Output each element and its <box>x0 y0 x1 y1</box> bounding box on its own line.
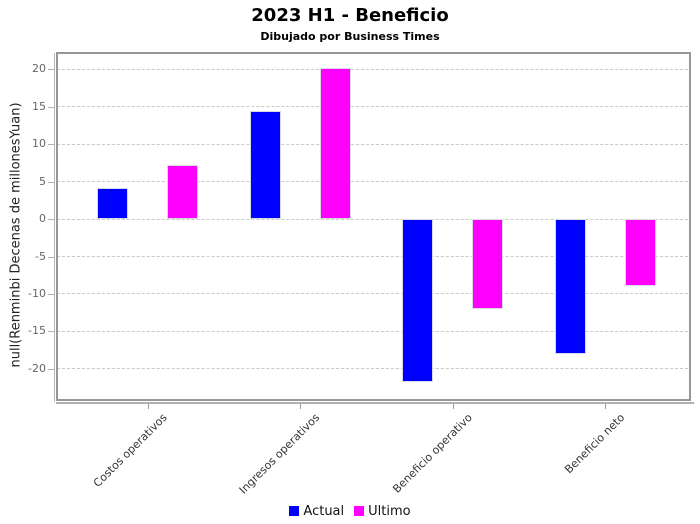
y-tick-label: -20 <box>28 361 46 375</box>
y-tick-label: -5 <box>35 249 46 263</box>
y-tick-label: 10 <box>32 137 46 151</box>
gridline <box>57 143 688 145</box>
y-tick-mark <box>48 331 54 333</box>
bar-actual <box>249 110 281 220</box>
legend-item-actual: Actual <box>289 504 344 519</box>
chart-subtitle: Dibujado por Business Times <box>260 30 440 43</box>
gridline <box>57 181 688 183</box>
x-tick-mark <box>300 404 301 409</box>
x-axis-label: Beneficio neto <box>562 411 628 477</box>
y-tick-label: -10 <box>28 286 46 300</box>
bar-actual <box>554 219 586 354</box>
legend-item-ultimo: Ultimo <box>354 503 411 519</box>
gridline <box>57 218 688 220</box>
x-tick-mark <box>147 404 149 409</box>
bar-ultimo <box>319 67 351 220</box>
bar-ultimo <box>167 164 198 220</box>
x-axis-label: Beneficio operativo <box>390 411 475 496</box>
bar-actual <box>402 219 433 383</box>
y-tick-label: 5 <box>39 174 46 188</box>
y-tick-label: -15 <box>28 324 46 338</box>
gridline <box>57 330 688 332</box>
gridline <box>57 106 688 108</box>
y-tick-mark <box>48 106 54 108</box>
y-tick-mark <box>48 368 54 370</box>
legend: Actual Ultimo <box>0 503 700 519</box>
gridline <box>57 256 688 258</box>
x-tick-mark <box>452 404 454 409</box>
y-axis-line <box>54 53 55 402</box>
x-tick-mark <box>605 404 606 409</box>
legend-label: Ultimo <box>368 503 411 519</box>
y-tick-mark <box>48 69 54 71</box>
y-tick-label: 15 <box>32 99 46 113</box>
x-axis-label: Ingresos operativos <box>236 411 323 497</box>
plot-area <box>57 53 688 398</box>
y-tick-mark <box>48 181 54 183</box>
x-axis-line <box>56 402 694 404</box>
gridline <box>57 293 688 295</box>
y-tick-label: 20 <box>32 62 46 76</box>
bar-ultimo <box>624 219 656 287</box>
bar-ultimo <box>472 219 503 309</box>
x-axis-label: Costos operativos <box>90 411 170 490</box>
y-tick-mark <box>48 219 54 221</box>
gridline <box>57 368 688 370</box>
bar-actual <box>97 187 128 220</box>
chart-title: 2023 H1 - Beneficio <box>251 5 449 26</box>
y-tick-mark <box>48 293 54 295</box>
y-tick-label: 0 <box>39 212 46 226</box>
legend-label: Actual <box>303 503 345 519</box>
legend-swatch-actual <box>289 506 300 516</box>
gridline <box>57 68 688 70</box>
y-tick-mark <box>48 144 54 146</box>
y-tick-mark <box>48 256 54 258</box>
legend-swatch-ultimo <box>354 506 365 516</box>
